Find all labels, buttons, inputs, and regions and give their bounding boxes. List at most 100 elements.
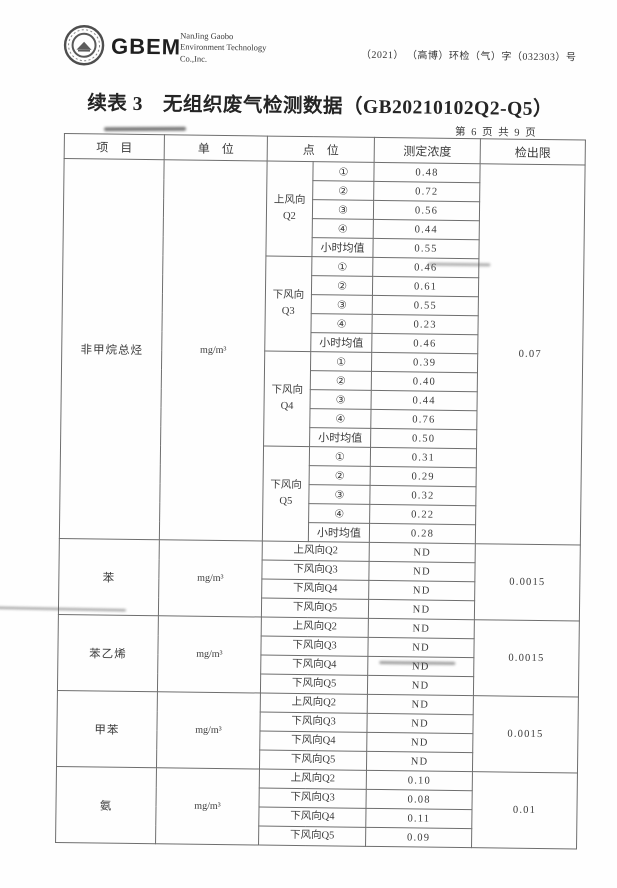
column-header: 测定浓度	[374, 137, 481, 164]
value-cell: ND	[367, 675, 474, 696]
location-cell: 下风向Q4	[259, 731, 367, 752]
limit-cell: 0.07	[475, 163, 586, 546]
value-cell: 0.22	[369, 504, 476, 525]
value-cell: ND	[368, 561, 476, 582]
location-cell: 下风向Q5	[258, 826, 366, 847]
value-cell: ND	[367, 637, 475, 658]
point-cell: ①	[310, 351, 372, 372]
point-cell: ④	[309, 408, 372, 429]
point-cell: ②	[310, 370, 372, 391]
unit-cell: mg/m³	[159, 159, 268, 542]
value-cell: 0.44	[371, 390, 478, 411]
location-cell: 下风向Q4	[261, 579, 369, 600]
item-cell: 甲苯	[56, 690, 158, 768]
location-cell: 下风向Q4	[258, 807, 367, 828]
value-cell: ND	[368, 599, 475, 620]
unit-cell: mg/m³	[155, 767, 260, 846]
item-cell: 氨	[55, 766, 157, 844]
location-cell: 下风向Q5	[260, 674, 368, 695]
document-number: （2021） （高博）环检（气）字（032303）号	[360, 49, 577, 64]
point-cell: 小时均值	[308, 522, 370, 543]
location-cell: 下风向Q3	[261, 560, 370, 581]
value-cell: 0.46	[372, 257, 479, 278]
value-cell: 0.76	[370, 409, 478, 430]
point-cell: ③	[310, 389, 372, 410]
point-cell: ②	[309, 465, 371, 486]
column-header: 点 位	[267, 136, 375, 163]
value-cell: 0.11	[365, 808, 473, 829]
point-cell: 小时均值	[311, 237, 374, 258]
value-cell: 0.55	[372, 238, 480, 259]
point-cell: ③	[312, 199, 374, 220]
location-cell: 下风向Q5	[259, 750, 367, 771]
value-cell: 0.10	[366, 770, 473, 791]
limit-cell: 0.01	[471, 771, 578, 849]
point-cell: ②	[312, 180, 374, 201]
unit-cell: mg/m³	[158, 539, 263, 618]
value-cell: 0.56	[373, 200, 480, 221]
point-cell: ①	[309, 446, 371, 467]
value-cell: 0.23	[371, 314, 479, 335]
results-table: 项 目单 位点 位测定浓度 检出限 非甲烷总烃 mg/m³ 上风向 Q2 ① 0.48 0.…	[55, 133, 586, 850]
point-cell: ③	[311, 294, 373, 315]
location-cell: 下风向Q3	[259, 788, 367, 809]
value-cell: 0.55	[372, 295, 479, 316]
item-cell: 苯乙烯	[57, 614, 159, 692]
location-cell: 上风向Q2	[261, 617, 369, 638]
value-cell: 0.09	[365, 827, 472, 848]
company-name: NanJing Gaobo Environment Technology Co.…	[180, 30, 267, 65]
value-cell: ND	[368, 580, 475, 601]
logo-abbr: GBEM	[110, 33, 182, 60]
unit-cell: mg/m³	[157, 615, 262, 694]
gbem-round-stamp-icon	[63, 24, 106, 67]
point-cell: ②	[311, 275, 373, 296]
point-cell: ④	[312, 218, 374, 239]
value-cell: ND	[366, 732, 473, 753]
location-cell: 下风向 Q5	[262, 446, 310, 542]
location-cell: 下风向Q3	[260, 636, 369, 657]
value-cell: 0.39	[371, 352, 478, 373]
value-cell: ND	[367, 694, 474, 715]
point-cell: ①	[312, 161, 375, 182]
value-cell: ND	[369, 542, 476, 563]
limit-cell: 0.0015	[474, 543, 581, 622]
location-cell: 下风向 Q4	[263, 351, 311, 447]
point-cell: ④	[310, 313, 373, 334]
point-cell: ①	[311, 256, 373, 277]
value-cell: ND	[368, 618, 475, 639]
point-cell: ③	[308, 484, 371, 505]
unit-cell: mg/m³	[156, 691, 261, 770]
location-cell: 上风向Q2	[260, 693, 368, 714]
point-cell: ④	[308, 503, 370, 524]
item-cell: 苯	[58, 538, 160, 616]
value-cell: 0.48	[373, 162, 481, 183]
limit-cell: 0.0015	[473, 619, 580, 698]
location-cell: 下风向Q4	[260, 655, 368, 676]
value-cell: 0.28	[369, 523, 476, 544]
company-line: Environment Technology	[179, 41, 267, 54]
location-cell: 上风向Q2	[262, 541, 370, 562]
value-cell: 0.40	[371, 371, 478, 392]
item-cell: 非甲烷总烃	[59, 158, 165, 540]
value-cell: ND	[367, 656, 474, 677]
location-cell: 下风向 Q3	[264, 256, 312, 352]
limit-cell: 0.0015	[472, 695, 579, 774]
scan-artifact	[104, 126, 187, 132]
value-cell: 0.61	[372, 276, 479, 297]
value-cell: 0.72	[373, 181, 480, 202]
value-cell: 0.50	[370, 428, 477, 449]
location-cell: 上风向 Q2	[265, 161, 314, 257]
company-line: Co.,Inc.	[179, 53, 208, 64]
column-header: 检出限	[480, 138, 586, 166]
value-cell: 0.08	[366, 789, 473, 810]
point-cell: 小时均值	[309, 427, 371, 448]
value-cell: 0.32	[369, 485, 477, 506]
value-cell: 0.29	[370, 466, 477, 487]
value-cell: 0.44	[373, 219, 480, 240]
location-cell: 下风向Q5	[261, 598, 369, 619]
location-cell: 下风向Q3	[259, 712, 368, 733]
point-cell: 小时均值	[310, 332, 372, 353]
value-cell: 0.46	[371, 333, 478, 354]
column-header: 单 位	[164, 134, 268, 162]
